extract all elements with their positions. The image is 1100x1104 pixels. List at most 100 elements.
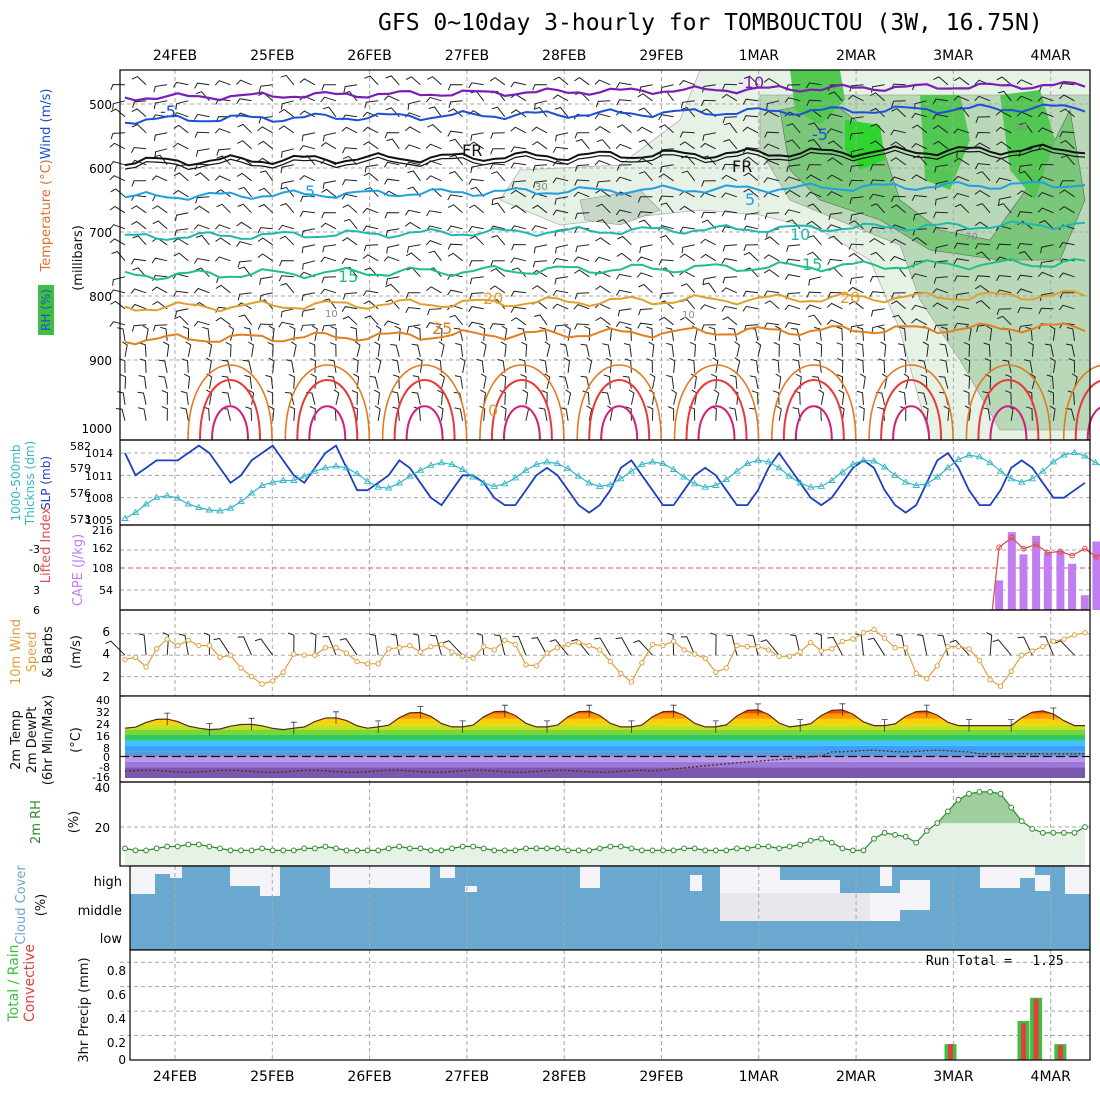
- rh2m-marker: [270, 848, 275, 853]
- rh2m-marker: [291, 848, 296, 853]
- wind10m-marker: [408, 643, 412, 647]
- wind10m-marker: [176, 643, 180, 647]
- rh2m-marker: [196, 842, 201, 847]
- date-label-bottom: 3MAR: [933, 1069, 974, 1085]
- upper-air-ylabel: Temperature (°C)Wind (m/s): [39, 89, 54, 273]
- wind10m-marker: [165, 637, 169, 641]
- rh2m-marker: [502, 848, 507, 853]
- date-label-top: 26FEB: [347, 48, 391, 64]
- isotherm-label: 25: [432, 319, 452, 338]
- cape-tick-label: 162: [92, 542, 113, 555]
- wind10m-marker: [882, 636, 886, 640]
- slp-line: [125, 446, 1085, 513]
- wind10m-marker: [967, 647, 971, 651]
- rh2m-marker: [376, 848, 381, 853]
- wind10m-marker: [313, 653, 317, 657]
- rh2m-marker: [713, 848, 718, 853]
- wind10m-marker: [798, 650, 802, 654]
- cloud-clear-patch: [230, 866, 260, 886]
- isotherm-label: 5: [745, 190, 755, 209]
- wind10m-marker: [861, 631, 865, 635]
- wind10m-marker: [714, 670, 718, 674]
- rh2m-marker: [450, 846, 455, 851]
- rh2m-marker: [640, 848, 645, 853]
- rh2m-marker: [355, 848, 360, 853]
- wind10m-marker: [1062, 637, 1066, 641]
- wind10m-marker: [787, 654, 791, 658]
- wind10m-marker: [830, 647, 834, 651]
- wind10m-marker: [956, 644, 960, 648]
- rh2m-marker: [597, 846, 602, 851]
- rh2m-marker: [724, 848, 729, 853]
- run-total-label: Run Total =: [926, 954, 1012, 969]
- isotherm-label: 15: [802, 255, 822, 274]
- rh2m-marker: [1072, 830, 1077, 835]
- wind10m-marker: [840, 639, 844, 643]
- wind10m-barb: [1018, 637, 1033, 655]
- wind10m-marker: [239, 666, 243, 670]
- wind10m-line: [125, 630, 1085, 687]
- wind10m-marker: [281, 670, 285, 674]
- wind10m-marker: [471, 656, 475, 660]
- rh2m-tick-label: 40: [95, 781, 110, 795]
- rh2m-marker: [840, 846, 845, 851]
- wind10m-marker: [271, 679, 275, 683]
- wind10m-marker: [207, 643, 211, 647]
- wind10m-marker: [619, 671, 623, 675]
- wind10m-barb: [391, 634, 400, 655]
- wind10m-marker: [914, 671, 918, 675]
- cape-tick-label: 54: [99, 584, 113, 597]
- rh2m-marker: [608, 844, 613, 849]
- temp-ylabel: 2m DewPt: [25, 707, 40, 774]
- wind10m-marker: [1041, 644, 1045, 648]
- rh2m-marker: [365, 848, 370, 853]
- temp-band: [125, 762, 1085, 767]
- rh2m-marker: [344, 848, 349, 853]
- wind10m-marker: [703, 656, 707, 660]
- cape-bar: [1008, 532, 1016, 610]
- rh2m-marker: [650, 848, 655, 853]
- rh2m-marker: [228, 848, 233, 853]
- pressure-units-label: (millibars): [71, 225, 86, 291]
- cape-bar: [995, 580, 1003, 610]
- date-label-top: 24FEB: [153, 48, 197, 64]
- wind10m-marker: [460, 654, 464, 658]
- chart-title: GFS 0~10day 3-hourly for TOMBOUCTOU (3W,…: [378, 10, 1043, 36]
- wind10m-barb: [917, 635, 927, 656]
- date-label-top: 1MAR: [739, 48, 780, 64]
- rh2m-marker: [682, 846, 687, 851]
- wind10m-marker: [365, 662, 369, 666]
- rh2m-marker: [1019, 819, 1024, 824]
- wind10m-marker: [1083, 631, 1087, 635]
- wind-tick-label: 6: [102, 625, 110, 639]
- wind10m-barb: [311, 633, 316, 656]
- wind10m-barb: [163, 633, 169, 656]
- wind10m-markers: [123, 627, 1087, 688]
- slp-tick-label: 1014: [85, 447, 113, 460]
- wind10m-barb: [761, 640, 780, 655]
- wind10m-marker: [260, 682, 264, 686]
- rh-label: 10: [682, 310, 695, 321]
- wind10m-marker: [819, 649, 823, 653]
- li-ylabel: Lifted Index: [39, 506, 54, 583]
- wind-ylabel: & Barbs: [41, 626, 56, 678]
- rh2m-marker: [513, 848, 518, 853]
- rh2m-marker: [165, 844, 170, 849]
- cape-bar: [1081, 595, 1089, 610]
- wind10m-marker: [1051, 639, 1055, 643]
- date-label-bottom: 26FEB: [347, 1069, 391, 1085]
- rh2m-marker: [903, 834, 908, 839]
- wind10m-marker: [439, 642, 443, 646]
- rh2m-marker: [735, 846, 740, 851]
- rh2m-marker: [186, 842, 191, 847]
- rh2m-marker: [745, 846, 750, 851]
- wind10m-marker: [766, 648, 770, 652]
- rh2m-marker: [882, 830, 887, 835]
- cape-bar: [1092, 542, 1100, 611]
- wind10m-marker: [144, 665, 148, 669]
- date-label-bottom: 24FEB: [153, 1069, 197, 1085]
- isotherm-label: 20: [483, 289, 503, 308]
- slp-tick-label: 1011: [85, 470, 113, 483]
- wind10m-marker: [587, 643, 591, 647]
